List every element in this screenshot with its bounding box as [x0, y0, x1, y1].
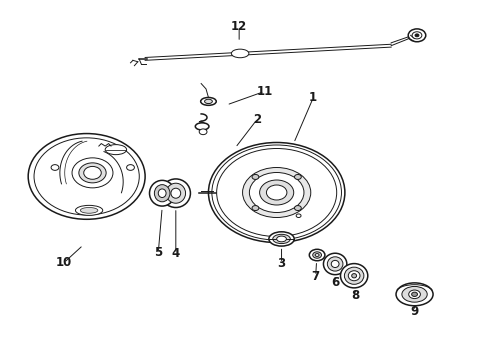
- Circle shape: [294, 175, 301, 179]
- Ellipse shape: [344, 267, 364, 284]
- Text: 7: 7: [312, 270, 319, 283]
- Circle shape: [243, 167, 311, 217]
- Ellipse shape: [171, 188, 181, 198]
- Ellipse shape: [105, 145, 126, 155]
- Ellipse shape: [269, 232, 294, 246]
- Ellipse shape: [331, 260, 339, 267]
- Circle shape: [412, 32, 422, 39]
- Ellipse shape: [341, 264, 368, 288]
- Ellipse shape: [149, 180, 175, 206]
- Ellipse shape: [231, 49, 249, 58]
- Ellipse shape: [352, 274, 357, 278]
- Circle shape: [199, 129, 207, 135]
- Circle shape: [260, 180, 294, 205]
- Circle shape: [208, 143, 345, 243]
- Text: 9: 9: [411, 305, 418, 318]
- Ellipse shape: [80, 207, 98, 213]
- Text: 11: 11: [256, 85, 272, 98]
- Circle shape: [309, 249, 325, 261]
- Circle shape: [409, 290, 420, 298]
- Text: 1: 1: [309, 91, 317, 104]
- Circle shape: [28, 134, 145, 219]
- Ellipse shape: [161, 179, 191, 207]
- Text: 3: 3: [277, 257, 286, 270]
- Ellipse shape: [327, 257, 343, 271]
- Text: 8: 8: [351, 288, 360, 302]
- Circle shape: [252, 206, 259, 211]
- Circle shape: [415, 34, 419, 37]
- Circle shape: [212, 145, 342, 240]
- Circle shape: [51, 165, 59, 170]
- Text: 6: 6: [331, 276, 339, 289]
- Ellipse shape: [348, 271, 360, 281]
- Ellipse shape: [196, 123, 209, 130]
- Circle shape: [313, 252, 321, 258]
- Circle shape: [79, 163, 106, 183]
- Ellipse shape: [166, 183, 186, 203]
- Ellipse shape: [323, 253, 347, 275]
- Circle shape: [315, 253, 319, 256]
- Circle shape: [252, 175, 259, 179]
- Text: 4: 4: [172, 247, 180, 260]
- Text: 12: 12: [231, 20, 247, 33]
- Circle shape: [408, 29, 426, 42]
- Circle shape: [412, 292, 417, 296]
- Circle shape: [126, 165, 134, 170]
- Ellipse shape: [204, 99, 212, 104]
- Circle shape: [249, 172, 304, 212]
- Ellipse shape: [154, 185, 170, 202]
- Ellipse shape: [158, 189, 166, 198]
- Text: 5: 5: [154, 246, 162, 259]
- Ellipse shape: [273, 234, 290, 244]
- Circle shape: [84, 166, 101, 179]
- Ellipse shape: [201, 98, 216, 105]
- Circle shape: [72, 158, 113, 188]
- Circle shape: [294, 206, 301, 211]
- Circle shape: [267, 185, 287, 200]
- Ellipse shape: [396, 283, 433, 306]
- Ellipse shape: [75, 205, 103, 215]
- Circle shape: [217, 148, 337, 237]
- Ellipse shape: [402, 287, 427, 302]
- Text: 2: 2: [253, 113, 261, 126]
- Ellipse shape: [277, 236, 287, 242]
- Circle shape: [296, 214, 301, 217]
- Text: 10: 10: [56, 256, 72, 269]
